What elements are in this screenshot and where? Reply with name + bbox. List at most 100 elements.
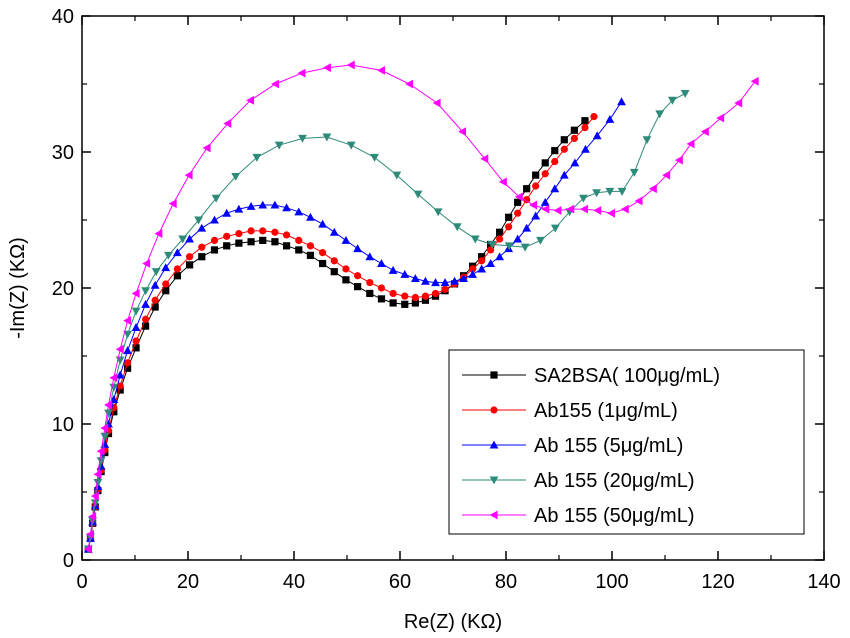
data-point: [536, 236, 545, 245]
data-point: [96, 446, 105, 456]
data-point: [329, 227, 339, 236]
data-point: [400, 270, 410, 278]
y-tick-label: 30: [52, 142, 74, 164]
data-point: [377, 284, 386, 292]
data-point: [648, 184, 657, 194]
data-point: [570, 158, 580, 167]
data-point: [734, 98, 743, 108]
data-point: [178, 235, 188, 244]
data-point: [346, 141, 356, 150]
data-point: [401, 300, 409, 308]
data-point: [440, 278, 450, 287]
data-point: [318, 219, 328, 228]
data-point: [550, 184, 560, 193]
data-point: [389, 299, 397, 307]
data-point: [487, 240, 497, 249]
data-point: [96, 457, 106, 466]
data-point: [504, 242, 514, 251]
data-point: [270, 200, 280, 209]
legend-label: SA2BSA( 100μg/mL): [534, 365, 720, 387]
data-point: [90, 491, 99, 501]
data-point: [142, 315, 150, 323]
data-point: [295, 236, 303, 244]
data-point: [662, 170, 671, 180]
data-point: [498, 177, 507, 187]
data-point: [173, 248, 182, 257]
data-point: [550, 224, 560, 233]
data-point: [154, 229, 163, 238]
data-point: [341, 236, 351, 244]
x-tick-label: 0: [76, 571, 87, 593]
data-point: [354, 272, 362, 280]
y-tick-label: 20: [52, 278, 74, 300]
data-point: [123, 346, 132, 355]
x-tick-label: 80: [495, 571, 517, 593]
data-point: [523, 196, 531, 204]
data-point: [551, 147, 559, 155]
data-point: [151, 303, 159, 311]
data-point: [560, 145, 568, 153]
data-point: [151, 268, 161, 277]
data-point: [520, 243, 530, 252]
data-point: [342, 276, 350, 284]
data-point: [620, 204, 629, 214]
data-point: [531, 211, 541, 220]
data-point: [330, 257, 338, 265]
data-point: [365, 252, 375, 261]
data-point: [541, 170, 549, 178]
data-point: [551, 157, 559, 166]
data-point: [252, 153, 262, 162]
data-point: [123, 359, 132, 367]
data-point: [377, 259, 386, 268]
data-point: [168, 199, 177, 209]
data-point: [592, 131, 602, 140]
data-point: [431, 278, 440, 287]
data-point: [151, 296, 159, 304]
data-point: [441, 285, 449, 293]
data-point: [185, 253, 194, 261]
series-layer: [83, 60, 759, 554]
data-point: [401, 292, 409, 300]
data-point: [109, 373, 118, 383]
data-point: [223, 232, 231, 240]
data-point: [86, 529, 94, 539]
data-point: [431, 289, 440, 298]
data-point: [450, 276, 459, 285]
x-tick-label: 100: [595, 571, 628, 593]
data-point: [580, 204, 588, 214]
y-tick-label: 10: [52, 414, 74, 436]
data-point: [235, 239, 243, 247]
legend-label: Ab 155 (5μg/mL): [534, 435, 683, 457]
data-point: [246, 95, 255, 105]
data-point: [231, 172, 241, 181]
data-point: [234, 204, 244, 213]
data-point: [322, 63, 331, 73]
data-point: [202, 143, 211, 153]
data-point: [617, 187, 627, 196]
data-point: [421, 292, 430, 300]
data-point: [570, 134, 578, 142]
data-point: [211, 194, 221, 203]
data-point: [282, 242, 291, 250]
legend-marker: [490, 406, 498, 414]
data-point: [592, 189, 602, 198]
data-point: [141, 287, 150, 296]
data-point: [470, 235, 480, 244]
legend-marker: [489, 476, 499, 485]
data-point: [210, 236, 219, 244]
data-point: [532, 182, 540, 190]
data-point: [522, 223, 532, 232]
axis-ticks: 0 20 40 60 80 100 120 140 0 10 20 30 40: [52, 6, 841, 593]
data-point: [184, 170, 193, 180]
data-point: [570, 126, 578, 134]
data-point: [581, 144, 590, 153]
data-point: [496, 228, 504, 236]
data-point: [259, 236, 267, 244]
data-point: [605, 114, 615, 123]
data-point: [354, 283, 362, 291]
data-point: [100, 423, 109, 433]
data-point: [259, 227, 267, 235]
data-point: [104, 409, 113, 418]
x-tick-label: 40: [283, 571, 305, 593]
